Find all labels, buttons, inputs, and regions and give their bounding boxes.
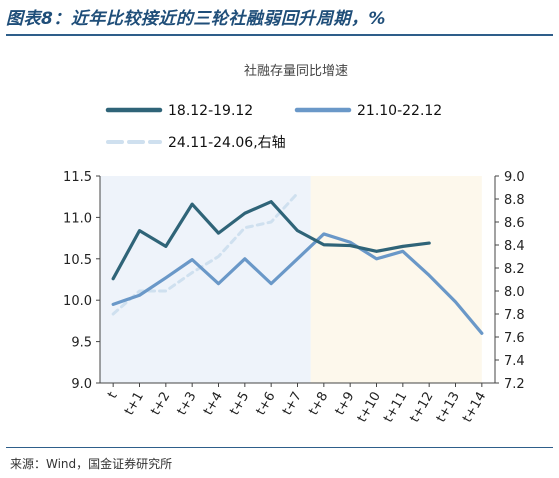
y-right-tick-label: 7.4: [504, 354, 525, 369]
x-tick-label: t+10: [355, 390, 384, 426]
legend-label-2: 21.10-22.12: [357, 103, 442, 119]
shaded-region-2: [310, 176, 482, 383]
y-right-tick-label: 7.2: [504, 377, 525, 392]
series-lines: [111, 191, 484, 335]
axes: [96, 175, 499, 387]
y-left-tick-label: 9.5: [71, 336, 92, 351]
x-tick-label: t+7: [280, 390, 305, 419]
shaded-region-1: [100, 176, 311, 383]
y-left-tick-label: 10.0: [63, 294, 92, 309]
figure-title: 图表8：近年比较接近的三轮社融弱回升周期，%: [6, 9, 386, 29]
y-left-tick-label: 9.0: [71, 377, 92, 392]
y-right-tick-label: 8.8: [504, 193, 525, 208]
legend-label-1: 18.12-19.12: [168, 103, 253, 119]
x-tick-label: t+14: [460, 390, 489, 426]
x-tick-label: t+5: [227, 390, 252, 419]
x-tick-label: t+1: [122, 390, 147, 419]
x-tick-label: t+4: [201, 390, 226, 419]
y-left-tick-label: 11.0: [63, 211, 92, 226]
x-tick-label: t+8: [306, 390, 331, 419]
chart-title: 社融存量同比增速: [244, 63, 348, 79]
series-line-1: [111, 200, 431, 281]
y-left-tick-label: 10.5: [63, 253, 92, 268]
legend-label-3: 24.11-24.06,右轴: [168, 135, 286, 151]
legend: 18.12-19.12 21.10-22.12 24.11-24.06,右轴: [105, 103, 442, 151]
x-tick-label: t+2: [148, 390, 173, 419]
source-note: 来源：Wind，国金证券研究所: [10, 457, 173, 471]
y-right-tick-label: 8.6: [504, 216, 525, 231]
x-tick-label: t+6: [254, 390, 279, 419]
y-left-tick-label: 11.5: [63, 170, 92, 185]
y-right-tick-label: 7.8: [504, 308, 525, 323]
bottom-rule: [6, 447, 553, 448]
x-tick-label: t+9: [333, 390, 358, 419]
series-line-2: [111, 232, 484, 335]
y-right-tick-label: 8.4: [504, 239, 525, 254]
top-rule: [6, 34, 553, 36]
y-right-tick-label: 7.6: [504, 331, 525, 346]
y-right-tick-label: 8.0: [504, 285, 525, 300]
x-tick-label: t+13: [434, 390, 463, 426]
x-tick-label: t+3: [175, 390, 200, 419]
y-right-tick-label: 9.0: [504, 170, 525, 185]
x-tick-label: t+11: [381, 390, 410, 426]
shaded-regions: [100, 176, 482, 383]
y-right-tick-label: 8.2: [504, 262, 525, 277]
x-tick-label: t: [105, 390, 121, 402]
x-tick-label: t+12: [407, 390, 436, 426]
tick-labels: 9.0 9.5 10.0 10.5 11.0 11.5 7.2 7.4 7.6 7.8 8.0 8.2…: [63, 170, 525, 425]
